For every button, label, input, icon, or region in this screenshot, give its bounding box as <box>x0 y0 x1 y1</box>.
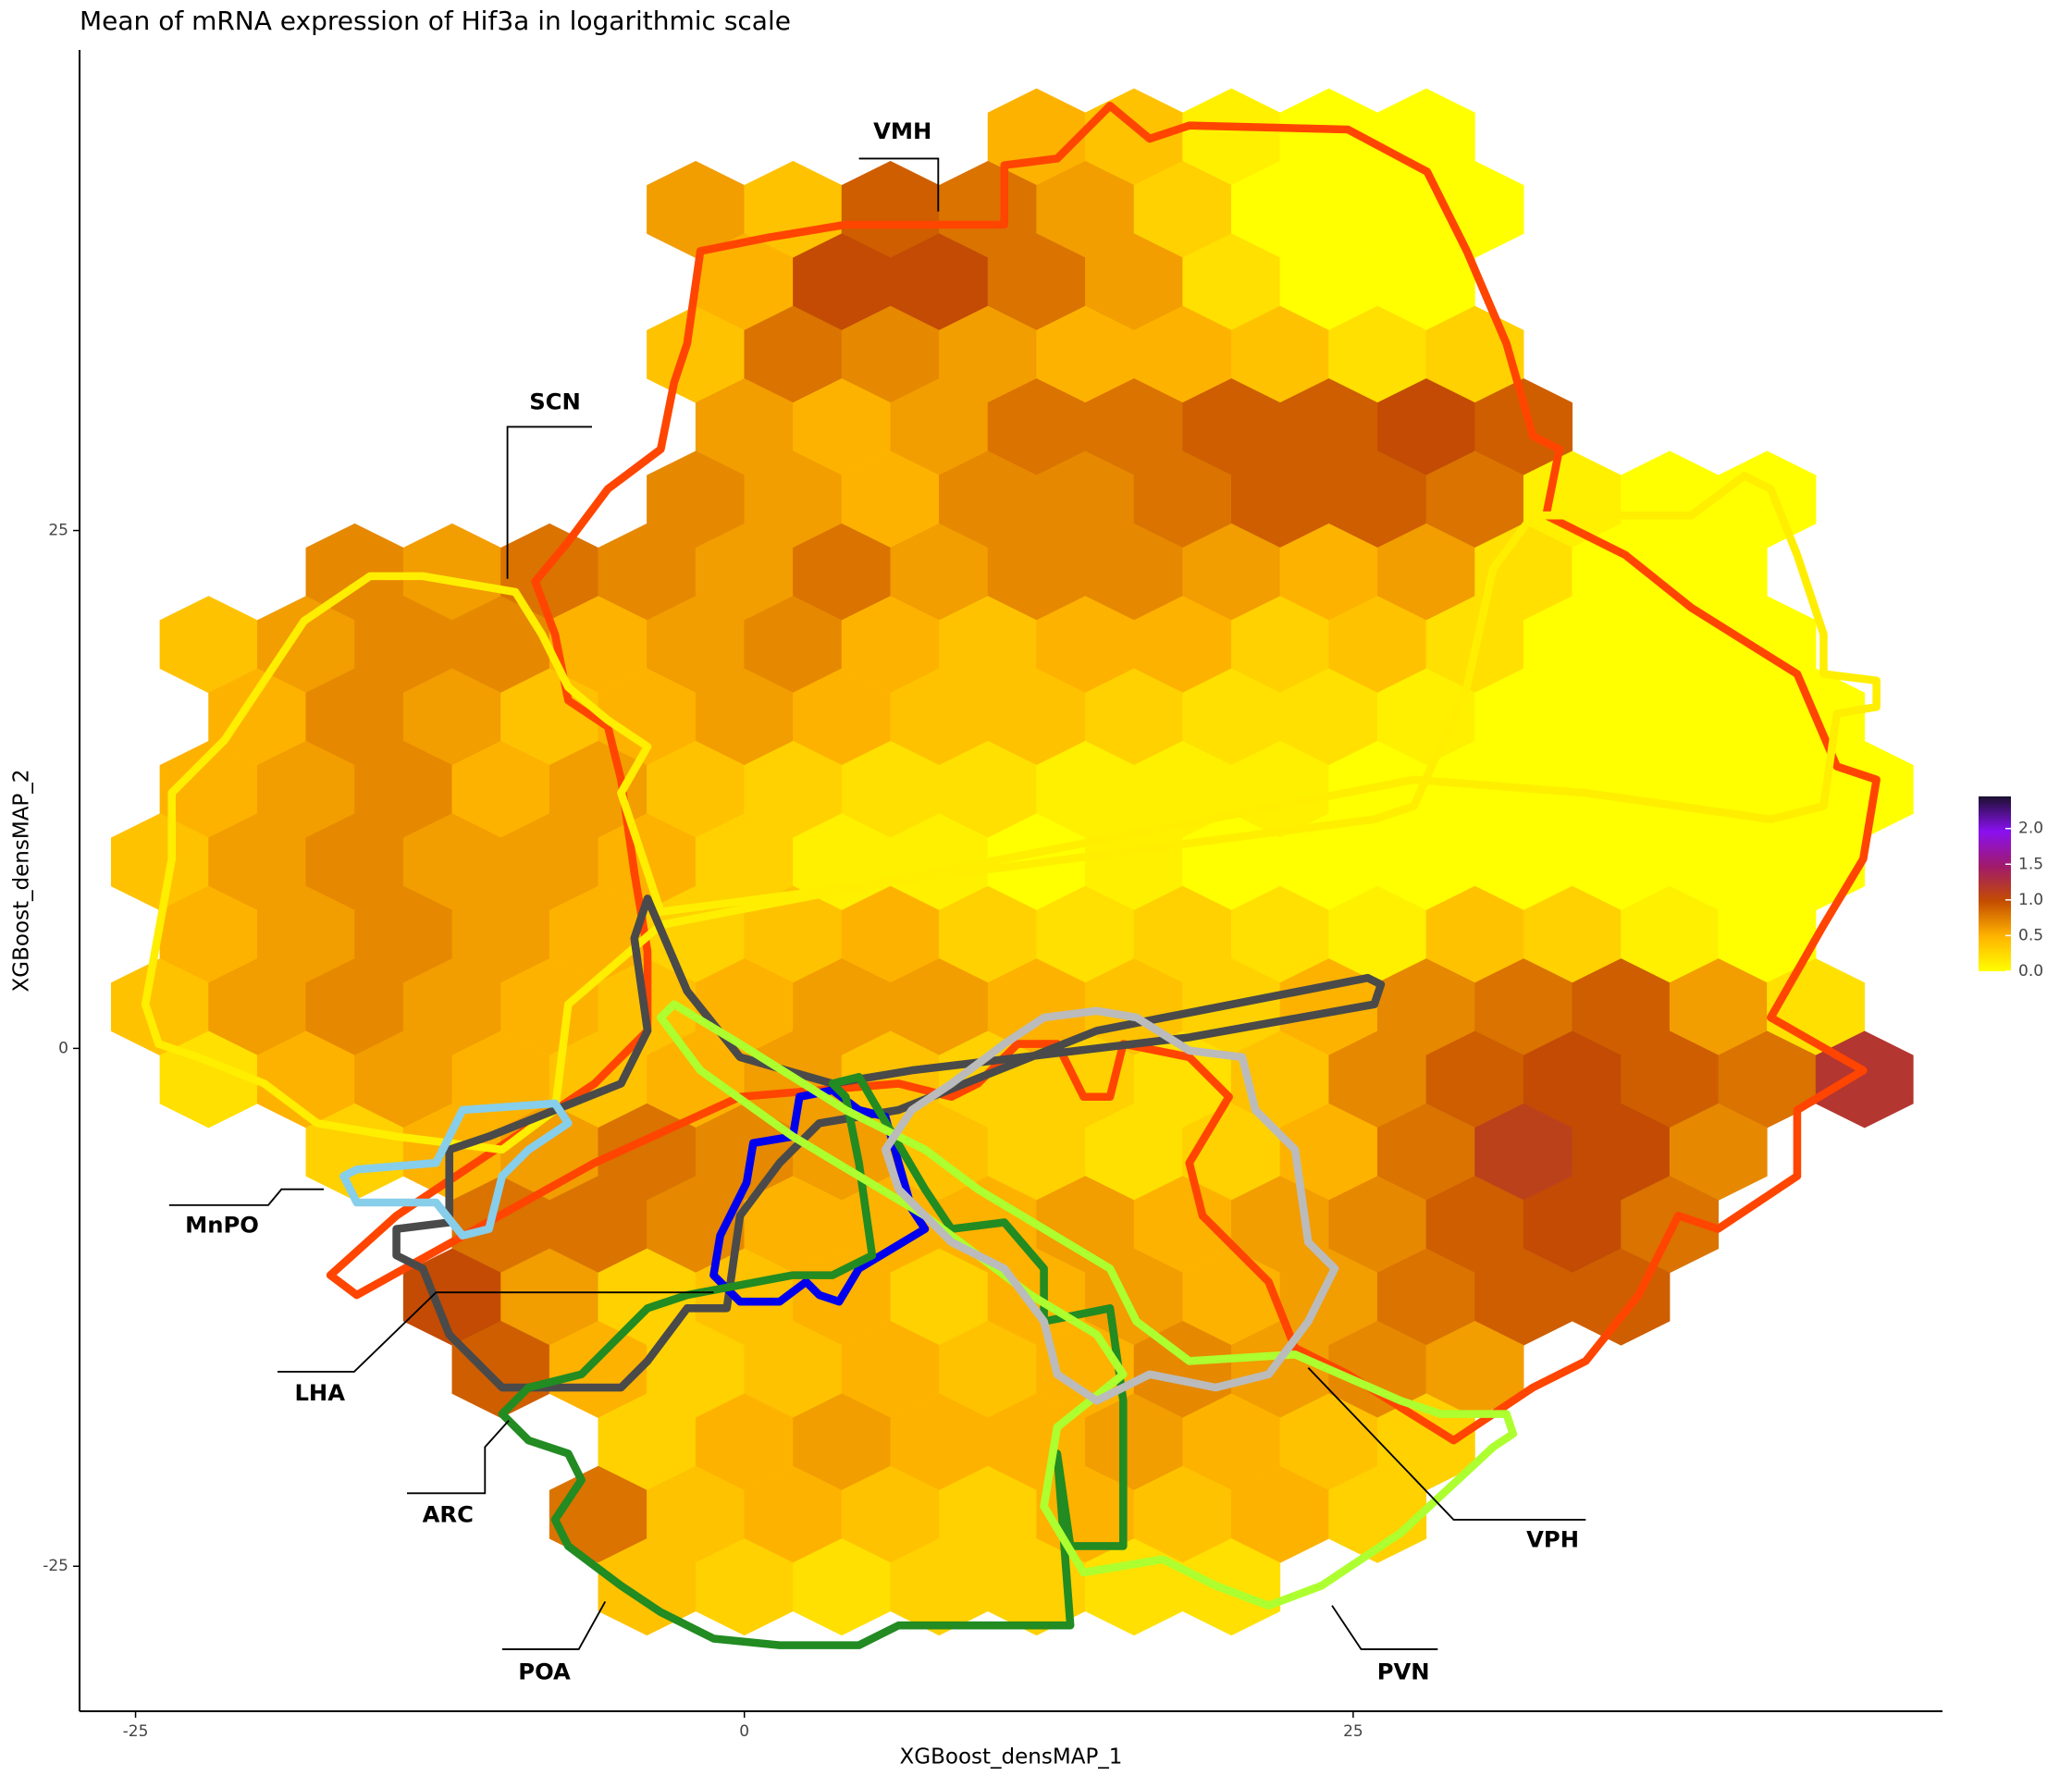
y-tick-label: 25 <box>48 522 68 540</box>
x-tick-label: -25 <box>123 1722 149 1741</box>
region-label: MnPO <box>185 1212 259 1239</box>
y-axis-label: XGBoost_densMAP_2 <box>10 770 34 993</box>
x-axis-label: XGBoost_densMAP_1 <box>900 1745 1123 1770</box>
leader-line <box>1331 1605 1438 1650</box>
colorbar <box>1979 796 2011 971</box>
region-label: VMH <box>873 117 931 144</box>
colorbar-tick-label: 1.0 <box>2018 891 2043 909</box>
leader-line <box>501 1601 607 1650</box>
leader-line <box>407 1420 510 1495</box>
colorbar-tick-label: 0.0 <box>2018 962 2043 980</box>
region-label: SCN <box>529 388 581 415</box>
region-outlines: VMH SCN MnPO LHA ARC POA PVN VPH <box>141 102 1881 1685</box>
leader-line <box>168 1188 325 1206</box>
mnpo-outline <box>339 1099 573 1240</box>
region-label: POA <box>518 1659 571 1685</box>
chart-title: Mean of mRNA expression of Hif3a in loga… <box>80 6 791 36</box>
vph-outline <box>881 1006 1339 1405</box>
region-label: VPH <box>1526 1526 1579 1553</box>
leader-line <box>1307 1366 1586 1521</box>
leader-line <box>858 157 940 212</box>
y-tick-label: -25 <box>43 1557 68 1575</box>
region-label: LHA <box>294 1379 345 1406</box>
lha-outline <box>392 894 1386 1392</box>
region-label: ARC <box>423 1501 474 1528</box>
leader-line <box>278 1291 714 1373</box>
arc-inner-outline <box>709 1086 930 1306</box>
x-tick-label: 0 <box>739 1722 749 1741</box>
poa-outline <box>498 1073 1128 1649</box>
leader-line <box>506 426 593 579</box>
region-label: PVN <box>1377 1659 1430 1685</box>
colorbar-tick-label: 2.0 <box>2018 820 2043 838</box>
hex-cell <box>1182 1538 1281 1636</box>
pvn-outline <box>657 1000 1518 1610</box>
y-tick-label: 0 <box>58 1039 68 1057</box>
colorbar-tick-label: 1.5 <box>2018 855 2043 873</box>
hexbin-layer <box>110 88 1914 1636</box>
colorbar-tick-label: 0.5 <box>2018 926 2043 944</box>
x-tick-label: 25 <box>1343 1722 1363 1741</box>
vmh-outline <box>326 102 1881 1445</box>
